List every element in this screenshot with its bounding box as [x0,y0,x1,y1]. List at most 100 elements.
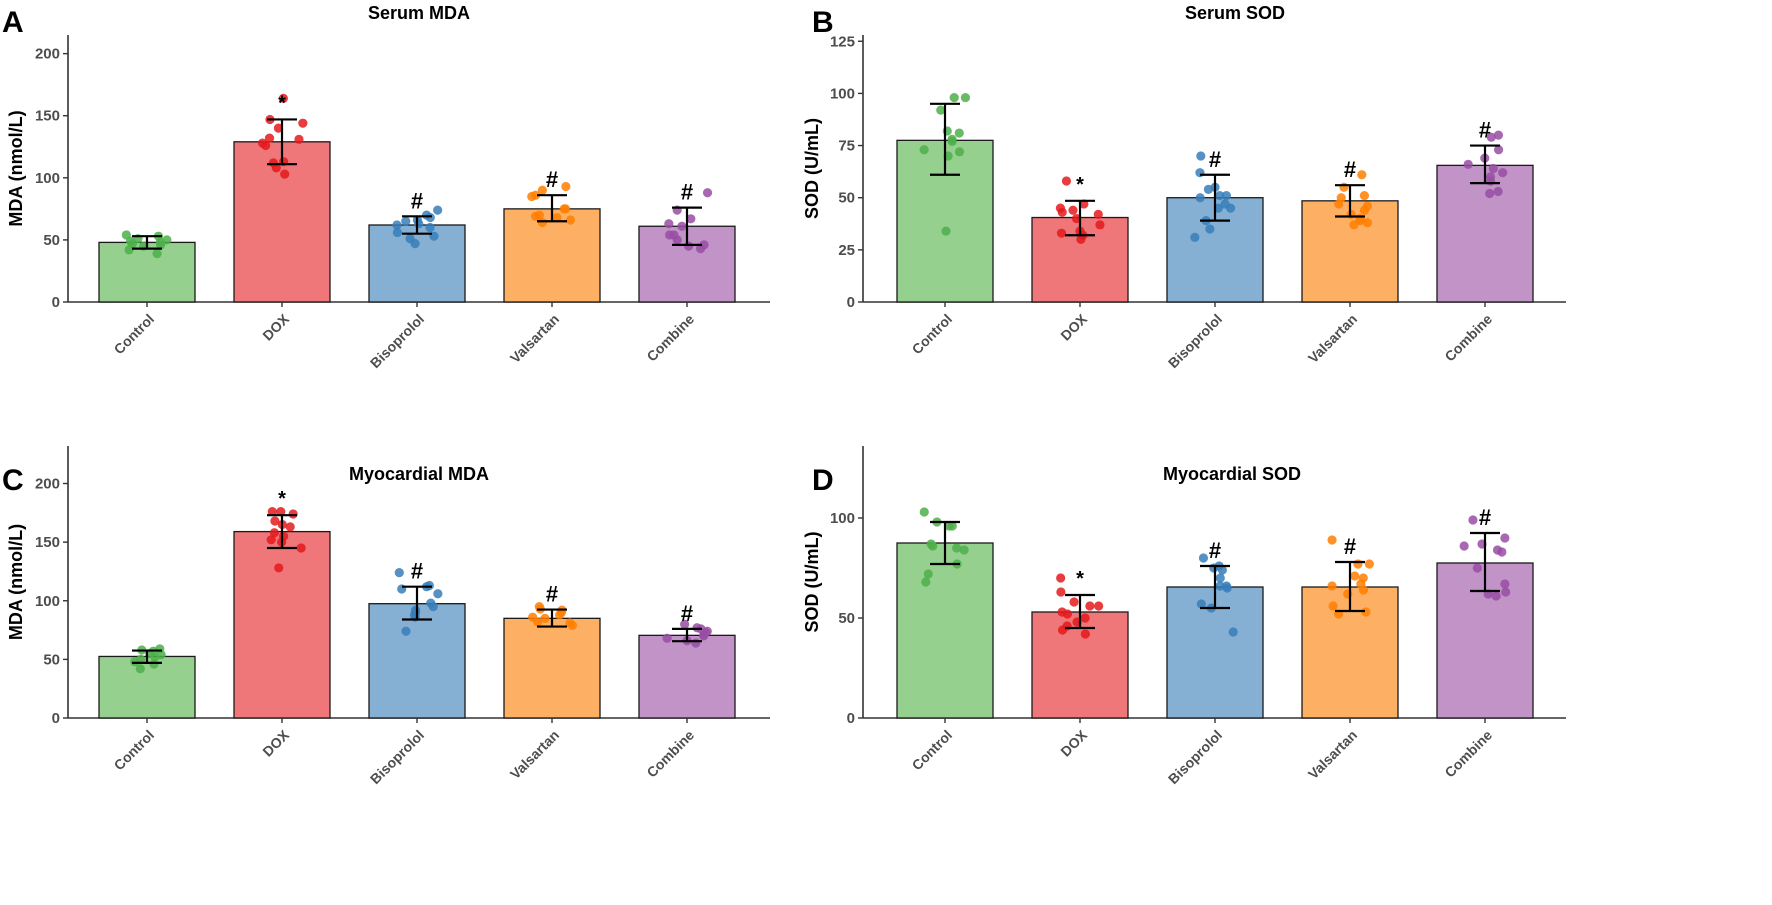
data-point [1459,541,1469,551]
data-point [691,638,701,648]
bar-combine [1436,164,1534,303]
data-point [565,618,575,628]
significance-hash: # [1209,147,1221,172]
data-point [425,222,435,233]
data-point [1501,587,1511,597]
chart-title: Serum MDA [368,3,470,23]
data-point [941,226,951,236]
bar-combine [1436,562,1534,719]
y-tick-label: 0 [847,710,855,727]
data-point [392,227,403,238]
data-point [264,133,275,143]
data-point [959,545,969,555]
data-point [561,181,571,192]
data-point [1085,601,1095,611]
data-point [426,598,436,608]
data-point [266,535,276,545]
data-point [278,93,288,103]
y-tick-label: 150 [35,108,60,125]
significance-hash: # [411,188,423,213]
data-point [1057,607,1067,617]
significance-hash: # [1479,118,1491,143]
panel-d: D Myocardial SOD SOD (U/mL) 0 50 100 Control * D… [802,446,1566,787]
data-point [1364,559,1374,569]
data-point [294,134,304,144]
data-point [702,188,713,198]
data-point [921,577,931,587]
x-tick-label: Bisoprolol [1165,727,1225,787]
data-point [952,543,962,553]
x-tick-label: Control [909,311,956,358]
y-tick-label: 50 [43,232,60,249]
x-tick-label: Combine [643,727,697,781]
y-axis-label: MDA (nmol/L) [6,110,26,226]
data-point [1196,151,1206,161]
data-point [267,507,277,517]
data-point [1336,193,1346,203]
bar-dox [233,141,331,303]
data-point [528,612,538,622]
x-tick-label: Combine [1441,727,1495,781]
data-point [1357,170,1367,180]
data-point [394,568,404,578]
x-tick-label: Valsartan [507,727,562,782]
bar-bisoprolol [368,224,466,303]
y-tick-label: 150 [35,534,60,551]
significance-hash: # [1344,157,1356,182]
data-point [1359,191,1369,201]
bar-bisoprolol [368,603,466,719]
data-point [410,605,421,615]
data-point [1468,515,1478,525]
data-point [919,145,929,155]
data-point [1485,188,1495,199]
y-axis-label: SOD (U/mL) [802,118,822,219]
x-tick-label: Valsartan [1305,311,1360,366]
data-point [534,210,544,220]
data-point [298,118,308,128]
y-tick-label: 50 [838,610,855,627]
data-point [296,543,306,553]
data-point [954,128,964,138]
data-point [1346,209,1356,219]
x-tick-label: Bisoprolol [367,727,427,787]
data-point [1491,591,1501,601]
data-point [1485,172,1496,182]
data-point [274,563,284,573]
data-point [1492,545,1503,555]
data-point [155,644,165,654]
data-point [1190,232,1200,242]
data-point [1195,168,1205,178]
data-point [149,659,159,669]
data-point [919,507,929,517]
data-point [1068,205,1078,215]
x-tick-label: Bisoprolol [367,311,427,371]
data-point [1486,132,1496,142]
data-point [1228,627,1238,637]
data-point [288,509,298,519]
bar-dox [1031,611,1129,719]
data-point [665,230,675,240]
y-axis-label: MDA (nmol/L) [6,524,26,640]
data-point [424,580,434,591]
data-point [1498,168,1508,178]
x-tick-label: DOX [259,310,292,343]
data-point [433,205,443,215]
panel-c: C Myocardial MDA MDA (nmol/L) 0 50 100 150 200 C… [2,446,770,787]
data-point [1358,573,1368,583]
data-point [1215,191,1225,201]
data-point [1221,191,1231,201]
bar-dox [233,530,331,719]
data-point [1198,553,1209,563]
significance-hash: # [681,601,693,626]
data-point [1062,621,1072,631]
data-point [949,92,959,103]
data-point [1355,213,1365,224]
bar-valsartan [503,208,601,303]
data-point [273,123,284,133]
data-point [1493,186,1503,197]
data-point [1055,203,1066,213]
data-point [1056,228,1067,238]
data-point [1071,213,1082,224]
data-point [136,654,146,664]
chart-title: Serum SOD [1185,3,1285,23]
